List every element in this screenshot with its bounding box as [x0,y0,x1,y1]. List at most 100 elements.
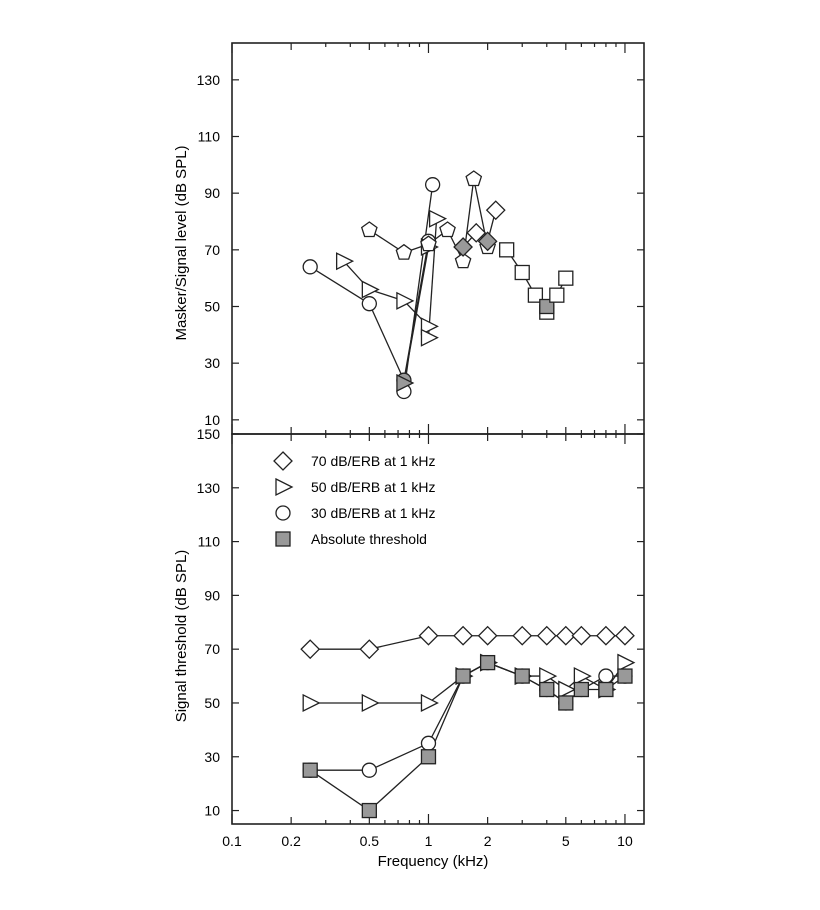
top-series-line [309,266,370,305]
top-y-tick-label: 10 [204,412,220,428]
legend-triangle-right-marker [275,477,294,497]
bottom-panel: 0.1 0.2 0.5 1 2 5 10 10 30 50 70 90 110 130 150 [197,426,645,849]
top-y-tick-label: 90 [204,185,220,201]
x-tick-label: 0.2 [281,833,301,849]
bottom-diamond-point [555,625,576,646]
top-y-tick-label: 30 [204,355,220,371]
top-circle-point [361,296,377,312]
bottom-square-point [361,802,377,819]
bottom-y-tick-label: 90 [204,587,220,603]
bottom-square-point [617,668,633,684]
bottom-triangle-right-point [573,667,592,686]
top-diamond-point [477,231,498,252]
top-y-tick-label: 50 [204,299,220,315]
bottom-triangle-right-point [617,653,636,672]
x-axis-title: Frequency (kHz) [378,853,489,870]
top-pentagon-point [360,221,378,238]
top-series-line [403,246,430,384]
top-square-point [549,287,565,303]
top-series-line [368,303,405,381]
legend-label: 30 dB/ERB at 1 kHz [311,505,436,521]
bottom-diamond-point [571,625,592,646]
top-pentagon-point [420,235,437,252]
x-tick-label: 1 [425,833,433,849]
bottom-square-point [479,654,496,671]
bottom-triangle-right-point [420,693,439,713]
legend: 70 dB/ERB at 1 kHz 50 dB/ERB at 1 kHz 30 d… [273,451,436,547]
legend-diamond-marker [273,451,293,471]
top-circle-point [302,259,318,275]
bottom-y-tick-label: 70 [204,641,220,657]
x-tick-label: 5 [562,833,570,849]
bottom-diamond-point [536,625,557,646]
bottom-y-tick-label: 30 [204,749,220,765]
top-square-point [514,264,530,281]
top-circle-point [424,177,441,193]
legend-circle-marker [275,505,291,521]
x-tick-label: 2 [484,833,492,849]
top-plot-frame [231,42,645,435]
bottom-square-point [598,681,614,698]
top-y-axis-title: Masker/Signal level (dB SPL) [173,145,190,340]
bottom-diamond-point [359,639,380,660]
bottom-square-point [558,695,574,711]
x-tick-label: 10 [617,833,633,849]
bottom-plot-frame [231,433,645,825]
bottom-diamond-point [615,625,635,646]
legend-label: 50 dB/ERB at 1 kHz [311,479,436,495]
x-tick-label: 0.5 [360,833,380,849]
top-square-point [539,298,555,315]
bottom-diamond-point [418,625,439,646]
bottom-y-tick-label: 130 [197,480,221,496]
bottom-diamond-point [477,625,498,646]
bottom-triangle-right-point [539,667,558,686]
bottom-diamond-point [453,625,473,646]
legend-square-marker [275,531,291,547]
bottom-triangle-right-point [302,693,321,713]
top-square-point [527,287,544,303]
top-panel: 10 30 50 70 90 110 130 [197,42,645,435]
bottom-square-point [420,749,437,765]
bottom-y-tick-label: 150 [197,426,221,442]
top-triangle-right-point [361,280,380,299]
bottom-y-axis-title: Signal threshold (dB SPL) [173,550,190,723]
bottom-square-point [573,681,590,698]
top-diamond-point [453,237,473,257]
top-y-tick-label: 130 [197,72,221,88]
top-diamond-point [485,200,506,221]
bottom-y-tick-label: 110 [198,534,221,550]
bottom-square-point [302,762,318,778]
top-pentagon-point [439,221,456,238]
top-triangle-right-point [428,209,448,228]
bottom-y-tick-label: 50 [204,695,220,711]
x-tick-label: 0.1 [222,833,242,849]
top-triangle-right-point [420,328,439,347]
top-y-tick-label: 70 [204,242,220,258]
bottom-circle-point [420,735,437,751]
bottom-diamond-point [512,625,533,646]
bottom-circle-point [361,762,377,778]
top-pentagon-point [454,252,472,269]
top-triangle-right-point [420,317,439,336]
bottom-triangle-right-point [361,693,380,713]
bottom-circle-point [598,668,614,684]
legend-label: 70 dB/ERB at 1 kHz [311,453,436,469]
bottom-square-point [539,681,555,698]
top-triangle-right-point [396,373,415,393]
top-y-tick-label: 110 [198,129,221,145]
bottom-diamond-point [300,639,321,660]
legend-label: Absolute threshold [311,531,427,547]
bottom-square-point [514,668,530,684]
top-triangle-right-point [396,291,415,310]
top-square-point [499,242,515,258]
bottom-triangle-right-point [558,680,577,699]
top-diamond-point [466,222,487,243]
bottom-square-point [455,668,471,684]
top-square-point [558,270,574,286]
bottom-y-tick-label: 10 [204,803,220,819]
top-pentagon-point [465,170,483,187]
bottom-diamond-point [595,625,616,646]
top-pentagon-point [395,243,413,260]
top-triangle-right-point [335,252,355,271]
